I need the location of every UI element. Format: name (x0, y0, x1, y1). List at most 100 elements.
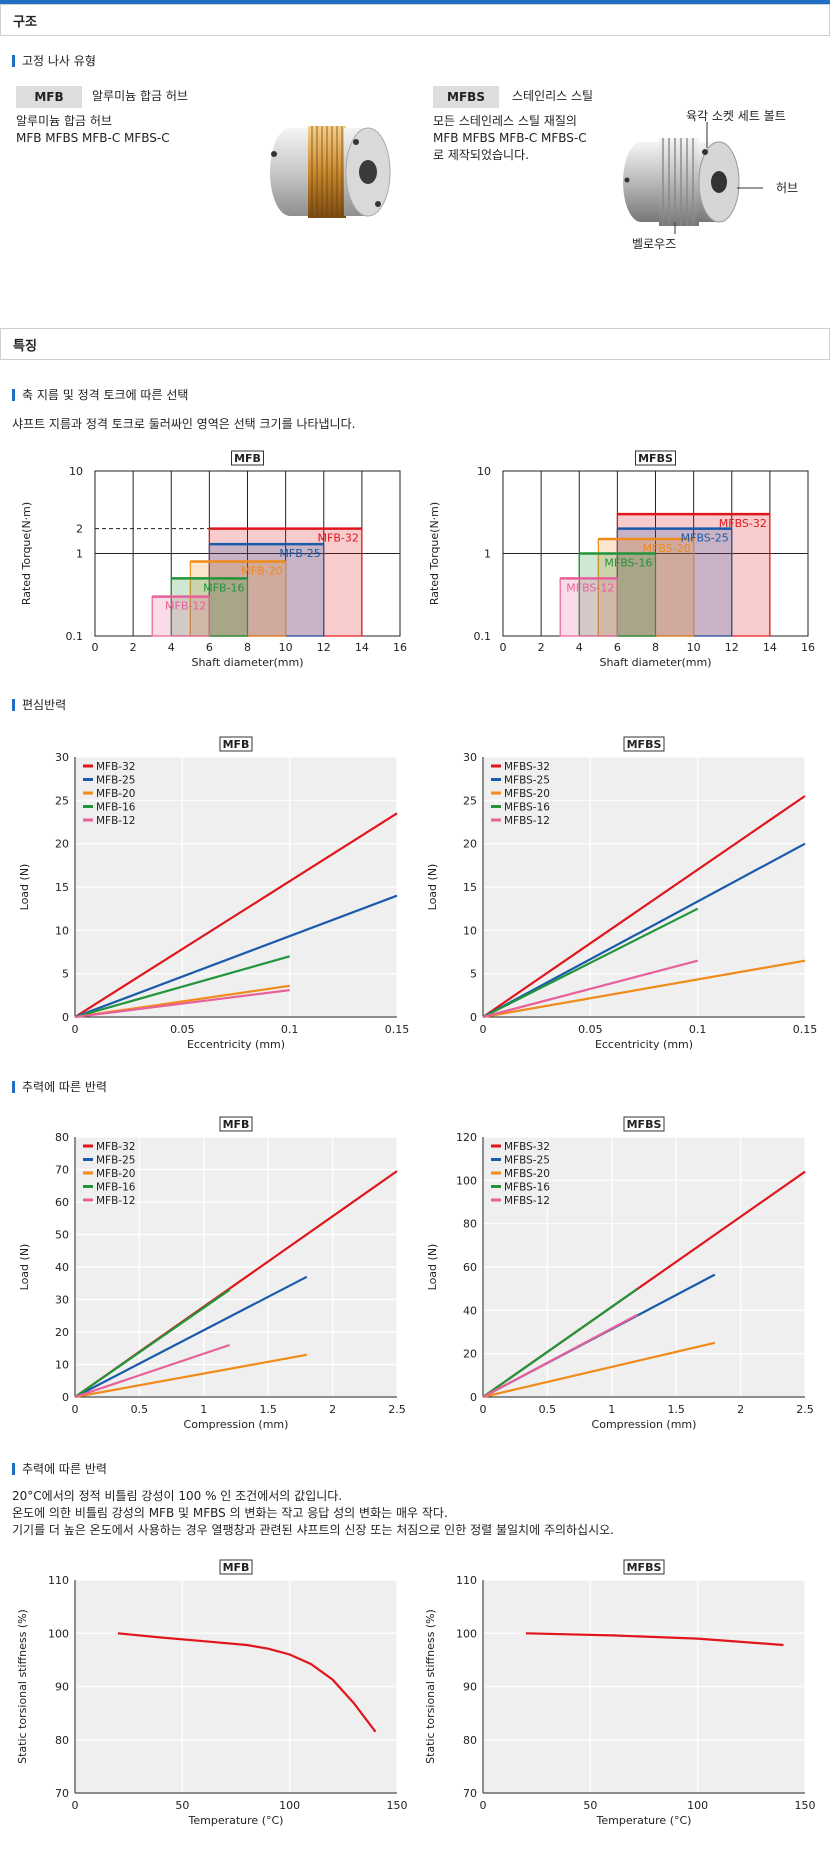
chart-1-x-tick: 2 (538, 641, 545, 654)
chart-1-x-tick: 14 (763, 641, 777, 654)
chart-2-legend-item: MFB-12 (83, 815, 135, 827)
chart-1-x-tick: 4 (576, 641, 583, 654)
chart-0-title: MFB (234, 452, 261, 465)
chart-1-region-label: MFBS-25 (681, 532, 729, 545)
chart-1-title: MFBS (638, 452, 673, 465)
mfbs-desc-line3: 로 제작되었습니다. (433, 148, 529, 162)
chart-2-x-tick: 0.05 (170, 1023, 195, 1036)
chart-3-series-MFBS-25 (482, 842, 806, 1018)
chart-5-series-MFBS-16 (482, 1287, 639, 1398)
legend-label: MFBS-16 (504, 802, 550, 814)
chart-1-x-tick: 8 (652, 641, 659, 654)
chart-eccentric-mfbs: MFBS 0 5 10 15 20 25 30 0 0.05 0.1 0.15 MFBS-32 MFBS-… (426, 736, 817, 1051)
chart-4-y-tick: 0 (62, 1391, 69, 1404)
chart-7-x-tick: 50 (583, 1799, 597, 1812)
chart-6-y-tick: 70 (55, 1787, 69, 1800)
legend-label: MFBS-12 (504, 1195, 550, 1207)
chart-4-x-tick: 1 (200, 1403, 207, 1416)
chart-3-series-MFBS-12 (482, 959, 698, 1019)
chart-6-x-tick: 0 (72, 1799, 79, 1812)
chart-0-y-tick: 2 (76, 523, 83, 536)
region-rect (616, 528, 733, 637)
chart-3-series-MFBS-20 (482, 959, 806, 1019)
legend-label: MFBS-16 (504, 1182, 550, 1194)
chart-5-y-tick: 0 (470, 1391, 477, 1404)
chart-3-series-MFBS-32 (482, 795, 806, 1018)
chart-3-x-tick: 0 (480, 1023, 487, 1036)
chart-4-title: MFB (223, 1118, 250, 1131)
chart-0-region-MFB-20 (189, 560, 287, 637)
chart-4-legend-item: MFB-16 (83, 1182, 136, 1194)
chart-3-y-tick: 5 (470, 968, 477, 981)
chart-5-y-tick: 80 (463, 1218, 477, 1231)
chart-1-region-label: MFBS-20 (643, 542, 691, 555)
subsection-selection: 축 지름 및 정격 토크에 따른 선택 (12, 386, 188, 403)
chart-6-y-tick: 80 (55, 1734, 69, 1747)
chart-5-y-tick: 20 (463, 1348, 477, 1361)
chart-4-series-MFB-16 (74, 1288, 231, 1398)
subsection-thrust: 추력에 따른 반력 (12, 1078, 107, 1095)
chart-0-x-tick: 12 (317, 641, 331, 654)
label-hex-bolt: 육각 소켓 세트 볼트 (686, 109, 786, 123)
chart-3-y-tick: 25 (463, 794, 477, 807)
chart-6-y-tick: 100 (48, 1627, 69, 1640)
chart-7-x-tick: 150 (795, 1799, 816, 1812)
chart-2-series-MFB-25 (74, 894, 398, 1019)
chart-3-y-tick: 15 (463, 881, 477, 894)
chart-5-title-box (623, 1116, 665, 1132)
chart-2-series-MFB-16 (74, 955, 290, 1019)
chart-0-x-tick: 4 (168, 641, 175, 654)
mfb-desc-line1: 알루미늄 합금 허브 (16, 114, 112, 128)
chart-3-y-tick: 20 (463, 838, 477, 851)
chart-4-y-tick: 30 (55, 1294, 69, 1307)
chart-0-ylabel: Rated Torque(N·m) (20, 502, 33, 605)
chart-4-y-tick: 20 (55, 1326, 69, 1339)
chart-6-x-tick: 100 (279, 1799, 300, 1812)
chart-7-y-tick: 80 (463, 1734, 477, 1747)
subsection-label: 추력에 따른 반력 (22, 1080, 107, 1094)
chart-1-region-label: MFBS-12 (566, 581, 614, 594)
chart-1-y-tick: 10 (477, 465, 491, 478)
chart-1-region-MFBS-20 (597, 537, 695, 637)
chart-6-x-tick: 50 (175, 1799, 189, 1812)
chart-4-xlabel: Compression (mm) (184, 1418, 289, 1431)
legend-label: MFB-12 (96, 1195, 135, 1207)
legend-label: MFB-20 (96, 788, 135, 800)
chart-4-title-box (219, 1116, 253, 1132)
chart-0-region-label: MFB-25 (279, 547, 320, 560)
chart-4-y-tick: 80 (55, 1131, 69, 1144)
legend-label: MFB-16 (96, 802, 136, 814)
legend-label: MFB-25 (96, 1155, 135, 1167)
legend-label: MFB-20 (96, 1168, 135, 1180)
legend-label: MFB-25 (96, 775, 135, 787)
mfbs-name: 스테인리스 스틸 (512, 89, 594, 103)
chart-2-legend-item: MFB-32 (83, 761, 135, 773)
chart-thrust-mfb: MFB 0 10 20 30 40 50 60 70 80 0 0.5 1 1.5 2 2.5 MFB-32 MF… (18, 1116, 406, 1431)
chart-5-x-tick: 1 (608, 1403, 615, 1416)
subsection-label: 고정 나사 유형 (22, 54, 96, 68)
temp-note-3: 기기를 더 높은 온도에서 사용하는 경우 열팽창과 관련된 샤프트의 신장 또… (12, 1523, 614, 1537)
chart-0-region-label: MFB-16 (203, 581, 244, 594)
chart-2-x-tick: 0.15 (385, 1023, 410, 1036)
chart-6-title-box (219, 1559, 253, 1575)
chart-4-legend-item: MFB-32 (83, 1141, 135, 1153)
chart-1-region-MFBS-25 (616, 527, 733, 637)
chart-0-x-tick: 6 (206, 641, 213, 654)
chart-5-series-MFBS-12 (482, 1313, 639, 1398)
chart-6-y-tick: 110 (48, 1574, 69, 1587)
chart-3-x-tick: 0.05 (578, 1023, 603, 1036)
temp-note-2: 온도에 의한 비틀림 강성의 MFB 및 MFBS 의 변화는 작고 응답 성의… (12, 1506, 448, 1520)
chart-3-x-tick: 0.1 (689, 1023, 707, 1036)
subsection-eccentric: 편심반력 (12, 696, 66, 713)
chart-7-title: MFBS (627, 1561, 662, 1574)
chart-1-y-tick: 0.1 (474, 630, 492, 643)
chart-0-x-tick: 8 (244, 641, 251, 654)
chart-1-x-tick: 10 (687, 641, 701, 654)
chart-thrust-mfbs: MFBS 0 20 40 60 80 100 120 0 0.5 1 1.5 2 2.5 MFBS-32 MF… (426, 1116, 814, 1431)
chart-4-y-tick: 50 (55, 1229, 69, 1242)
chart-4-series-MFB-12 (74, 1343, 230, 1399)
chart-4-y-tick: 10 (55, 1359, 69, 1372)
chart-3-y-tick: 10 (463, 924, 477, 937)
